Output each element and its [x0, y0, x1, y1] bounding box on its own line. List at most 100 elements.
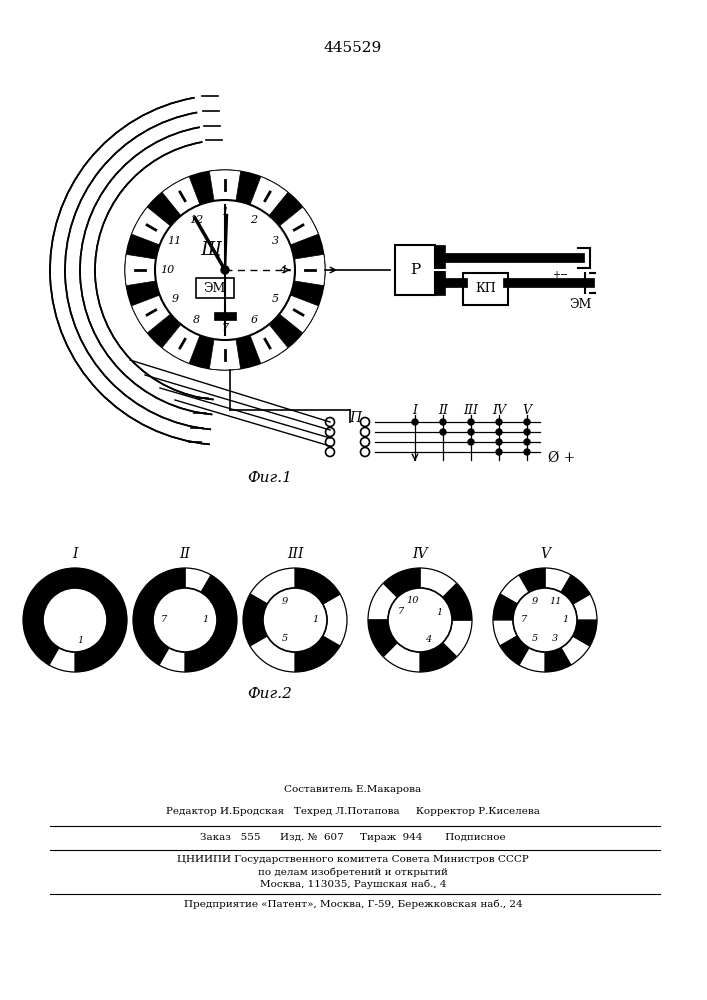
Circle shape [155, 200, 295, 340]
Wedge shape [91, 636, 120, 665]
Circle shape [412, 419, 418, 425]
Wedge shape [103, 620, 127, 646]
Wedge shape [75, 568, 101, 592]
Circle shape [468, 429, 474, 435]
Circle shape [325, 418, 334, 426]
Text: 7: 7 [521, 615, 527, 624]
Circle shape [325, 448, 334, 456]
Text: III: III [287, 547, 303, 561]
Bar [463, 273, 508, 305]
Wedge shape [162, 324, 200, 363]
Circle shape [440, 429, 446, 435]
Text: ЦНИИПИ Государственного комитета Совета Министров СССР: ЦНИИПИ Государственного комитета Совета … [177, 856, 529, 864]
Wedge shape [250, 568, 295, 604]
Text: 1: 1 [312, 615, 319, 624]
Wedge shape [500, 636, 529, 665]
Wedge shape [162, 177, 200, 216]
Wedge shape [368, 583, 397, 620]
Text: II: II [180, 547, 190, 561]
Text: 2: 2 [250, 215, 257, 225]
Wedge shape [201, 636, 230, 665]
Text: 9: 9 [532, 597, 538, 606]
Text: 1: 1 [77, 636, 83, 645]
Circle shape [524, 449, 530, 455]
Text: 5: 5 [271, 294, 279, 304]
Circle shape [524, 439, 530, 445]
Text: 1: 1 [563, 615, 569, 624]
Circle shape [496, 449, 502, 455]
Text: 12: 12 [189, 215, 203, 225]
Text: III: III [464, 403, 479, 416]
Text: 3: 3 [271, 236, 279, 246]
Text: 7: 7 [161, 615, 168, 624]
Text: Щ: Щ [200, 241, 221, 259]
Text: 9: 9 [281, 597, 288, 606]
Text: Заказ   555      Изд. №  607     Тираж  944       Подписное: Заказ 555 Изд. № 607 Тираж 944 Подписное [200, 834, 506, 842]
Wedge shape [49, 568, 75, 592]
Text: 8: 8 [192, 315, 199, 325]
Bar [435, 245, 445, 295]
Wedge shape [322, 594, 347, 646]
Wedge shape [30, 636, 59, 665]
Text: Москва, 113035, Раушская наб., 4: Москва, 113035, Раушская наб., 4 [259, 879, 446, 889]
Wedge shape [519, 648, 545, 672]
Text: Р: Р [410, 263, 420, 277]
Text: 5: 5 [281, 634, 288, 643]
Wedge shape [294, 254, 325, 286]
Wedge shape [493, 594, 518, 620]
Circle shape [468, 439, 474, 445]
Wedge shape [500, 575, 529, 604]
Wedge shape [368, 620, 397, 657]
Text: 4: 4 [425, 635, 431, 644]
Wedge shape [125, 254, 156, 286]
Circle shape [361, 448, 370, 456]
Wedge shape [91, 575, 120, 604]
Text: 7: 7 [398, 607, 404, 616]
Wedge shape [185, 648, 211, 672]
Circle shape [513, 588, 577, 652]
Text: Фиг.1: Фиг.1 [247, 471, 293, 485]
Circle shape [496, 429, 502, 435]
Wedge shape [573, 620, 597, 646]
Text: Фиг.2: Фиг.2 [247, 687, 293, 701]
Wedge shape [23, 594, 47, 620]
Wedge shape [75, 648, 101, 672]
Bar [214, 312, 236, 320]
Text: V: V [522, 403, 532, 416]
Circle shape [440, 419, 446, 425]
Wedge shape [383, 568, 420, 597]
Wedge shape [132, 295, 170, 333]
Wedge shape [23, 620, 47, 646]
Text: I: I [412, 403, 418, 416]
Text: по делам изобретений и открытий: по делам изобретений и открытий [258, 867, 448, 877]
Circle shape [153, 588, 217, 652]
Text: IV: IV [412, 547, 428, 561]
Wedge shape [133, 594, 157, 620]
Text: 4: 4 [279, 265, 286, 275]
Text: +−: +− [552, 269, 568, 279]
Wedge shape [295, 568, 340, 604]
Circle shape [325, 428, 334, 436]
Text: II: II [438, 403, 448, 416]
Text: 7: 7 [221, 323, 228, 333]
Text: IV: IV [492, 403, 506, 416]
Text: 11: 11 [549, 597, 561, 606]
Text: П: П [349, 411, 361, 425]
Text: V: V [540, 547, 550, 561]
Circle shape [361, 428, 370, 436]
Circle shape [468, 419, 474, 425]
Wedge shape [420, 643, 457, 672]
Wedge shape [213, 620, 237, 646]
Circle shape [221, 266, 229, 274]
Wedge shape [545, 648, 571, 672]
Text: 10: 10 [406, 596, 419, 605]
Wedge shape [133, 620, 157, 646]
Text: 445529: 445529 [324, 41, 382, 55]
Text: x: x [449, 277, 455, 288]
Wedge shape [279, 295, 318, 333]
Text: I: I [72, 547, 78, 561]
Wedge shape [103, 594, 127, 620]
Wedge shape [243, 594, 267, 646]
Text: 6: 6 [250, 315, 257, 325]
Text: 11: 11 [168, 236, 182, 246]
